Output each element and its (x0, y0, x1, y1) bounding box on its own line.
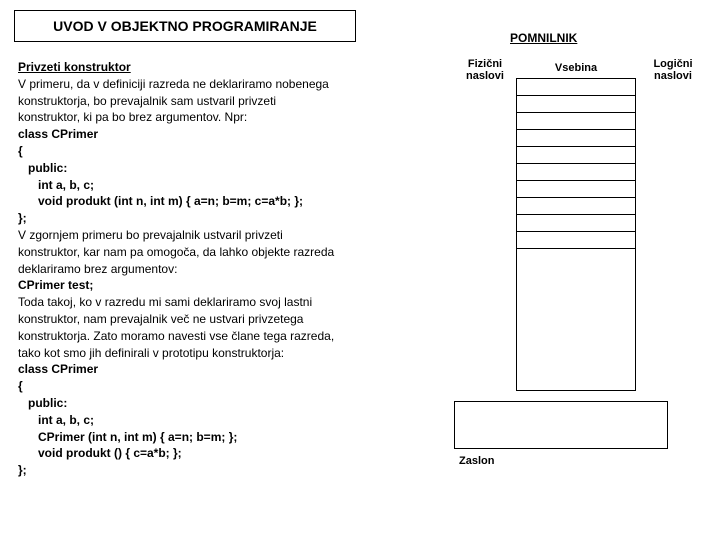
memory-cell (517, 79, 635, 96)
memory-cell (517, 232, 635, 249)
memory-table (516, 78, 636, 391)
code-line: }; (18, 210, 418, 227)
screen-label: Zaslon (459, 455, 494, 467)
code-line: CPrimer test; (18, 277, 418, 294)
memory-cell (517, 130, 635, 147)
code-line: }; (18, 462, 418, 479)
code-line: CPrimer (int n, int m) { a=n; b=m; }; (18, 429, 418, 446)
content-label: Vsebina (546, 62, 606, 74)
memory-cell (517, 198, 635, 215)
memory-cell (517, 181, 635, 198)
text-line: konstruktor, ki pa bo brez argumentov. N… (18, 109, 418, 126)
memory-heading: POMNILNIK (510, 31, 577, 45)
code-line: int a, b, c; (18, 177, 418, 194)
memory-cell (517, 164, 635, 181)
title-box: UVOD V OBJEKTNO PROGRAMIRANJE (14, 10, 356, 42)
title-text: UVOD V OBJEKTNO PROGRAMIRANJE (53, 18, 317, 34)
text-line: konstruktorja. Zato moramo navesti vse č… (18, 328, 418, 345)
memory-cell (517, 215, 635, 232)
text-line: deklariramo brez argumentov: (18, 261, 418, 278)
content-text: Privzeti konstruktor V primeru, da v def… (18, 59, 418, 479)
code-line: int a, b, c; (18, 412, 418, 429)
logical-addresses-label: Logični naslovi (648, 58, 698, 82)
text-line: V zgornjem primeru bo prevajalnik ustvar… (18, 227, 418, 244)
code-line: void produkt (int n, int m) { a=n; b=m; … (18, 193, 418, 210)
text-line: konstruktor, nam prevajalnik več ne ustv… (18, 311, 418, 328)
code-line: public: (18, 160, 418, 177)
screen-box (454, 401, 668, 449)
code-line: { (18, 143, 418, 160)
memory-cell-tall (517, 249, 635, 392)
code-line: class CPrimer (18, 126, 418, 143)
physical-addresses-label: Fizični naslovi (460, 58, 510, 82)
text-line: tako kot smo jih definirali v prototipu … (18, 345, 418, 362)
memory-cell (517, 96, 635, 113)
memory-cell (517, 113, 635, 130)
text-line: V primeru, da v definiciji razreda ne de… (18, 76, 418, 93)
heading-constructor: Privzeti konstruktor (18, 59, 418, 76)
memory-cell (517, 147, 635, 164)
text-line: Toda takoj, ko v razredu mi sami deklari… (18, 294, 418, 311)
text-line: konstruktor, kar nam pa omogoča, da lahk… (18, 244, 418, 261)
code-line: class CPrimer (18, 361, 418, 378)
text-line: konstruktorja, bo prevajalnik sam ustvar… (18, 93, 418, 110)
code-line: public: (18, 395, 418, 412)
code-line: { (18, 378, 418, 395)
code-line: void produkt () { c=a*b; }; (18, 445, 418, 462)
